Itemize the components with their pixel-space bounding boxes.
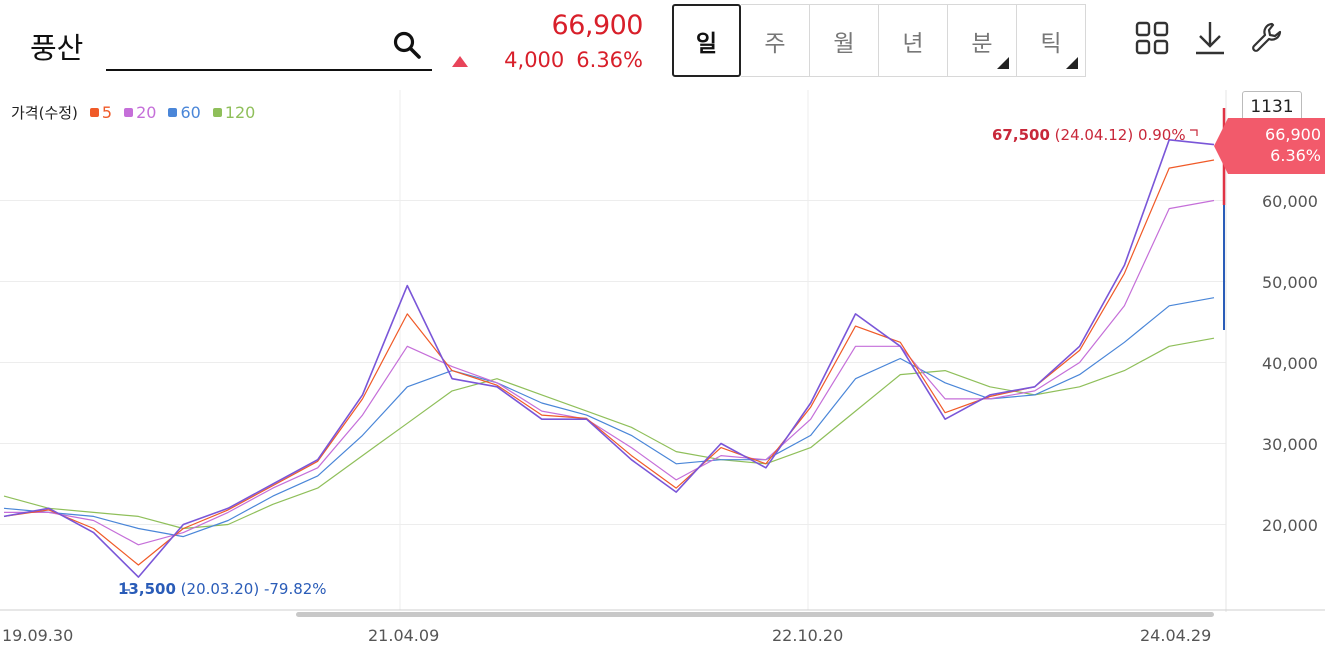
price-series-line [3, 139, 1215, 578]
grid-layout-icon [1135, 21, 1169, 55]
flag-price: 66,900 [1265, 125, 1321, 144]
x-tick-label: 22.10.20 [772, 626, 844, 645]
tab-monthly-label: 월 [833, 30, 855, 57]
period-low-value: 13,500 [118, 580, 176, 598]
x-tick-label: 21.04.09 [368, 626, 440, 645]
period-low-annotation: 13,500 (20.03.20) -79.82% [118, 580, 327, 598]
y-tick-label: 50,000 [1262, 273, 1318, 292]
tab-daily-label: 일 [695, 30, 718, 57]
legend-label: 120 [224, 103, 256, 122]
period-high-detail: (24.04.12) 0.90% [1054, 126, 1186, 144]
legend-item-ma20[interactable]: 20 [124, 103, 156, 122]
legend-swatch [212, 108, 222, 117]
grid-layout-button[interactable] [1134, 20, 1170, 56]
price-up-arrow-icon [452, 56, 468, 67]
tab-tick-label: 틱 [1040, 30, 1062, 57]
wrench-settings-icon [1252, 22, 1282, 52]
y-tick-label: 30,000 [1262, 435, 1318, 454]
settings-button[interactable] [1250, 20, 1286, 56]
x-tick-label: 24.04.29 [1140, 626, 1212, 645]
tab-weekly[interactable]: 주 [741, 4, 810, 77]
price-change-row: 4,000 6.36% [492, 48, 643, 72]
download-icon [1196, 22, 1224, 55]
legend-title: 가격(수정) [11, 104, 78, 122]
legend-item-ma60[interactable]: 60 [168, 103, 201, 122]
period-low-detail: (20.03.20) -79.82% [180, 580, 327, 598]
submenu-corner-icon [997, 57, 1009, 69]
search-button[interactable] [388, 26, 428, 66]
tab-yearly-label: 년 [902, 30, 924, 57]
legend-item-ma5[interactable]: 5 [89, 103, 113, 122]
chart-series [3, 139, 1215, 578]
flag-percent: 6.36% [1270, 146, 1321, 165]
current-price-flag: 66,900 6.36% [1214, 118, 1325, 174]
x-tick-label: 19.09.30 [2, 626, 74, 645]
tab-minute-label: 분 [971, 30, 993, 57]
period-tabs: 일 주 월 년 분 틱 [672, 4, 1086, 77]
tab-yearly[interactable]: 년 [879, 4, 948, 77]
submenu-corner-icon [1066, 57, 1078, 69]
period-high-value: 67,500 [992, 126, 1050, 144]
search-icon [393, 31, 421, 59]
stock-search-input[interactable] [28, 26, 388, 66]
chart-legend: 가격(수정) 5 20 60 120 [11, 102, 255, 123]
tab-tick[interactable]: 틱 [1017, 4, 1086, 77]
y-tick-label: 40,000 [1262, 354, 1318, 373]
tab-minute[interactable]: 분 [948, 4, 1017, 77]
legend-swatch [168, 108, 178, 117]
legend-label: 5 [101, 103, 113, 122]
legend-label: 60 [180, 103, 201, 122]
tab-monthly[interactable]: 월 [810, 4, 879, 77]
legend-swatch [124, 108, 134, 117]
legend-label: 20 [136, 103, 157, 122]
y-tick-label: 20,000 [1262, 516, 1318, 535]
ma20-series-line [4, 199, 1215, 546]
price-change-amount: 4,000 [504, 48, 565, 72]
tab-weekly-label: 주 [764, 30, 786, 57]
search-underline [106, 69, 432, 71]
y-tick-label: 60,000 [1262, 192, 1318, 211]
period-high-annotation: 67,500 (24.04.12) 0.90% [992, 126, 1186, 144]
low-marker-arrow [123, 582, 130, 591]
stock-search-box [28, 18, 432, 72]
legend-swatch [89, 108, 99, 117]
horizontal-scrollbar [296, 612, 1214, 617]
quote-summary: 66,900 4,000 6.36% [448, 8, 644, 78]
high-marker-arrow [1190, 129, 1198, 136]
ma60-series-line [3, 297, 1215, 538]
tab-daily[interactable]: 일 [672, 4, 741, 77]
current-price: 66,900 [551, 10, 644, 41]
price-change-percent: 6.36% [576, 48, 643, 72]
legend-item-ma120[interactable]: 120 [212, 103, 256, 122]
download-button[interactable] [1192, 20, 1228, 56]
